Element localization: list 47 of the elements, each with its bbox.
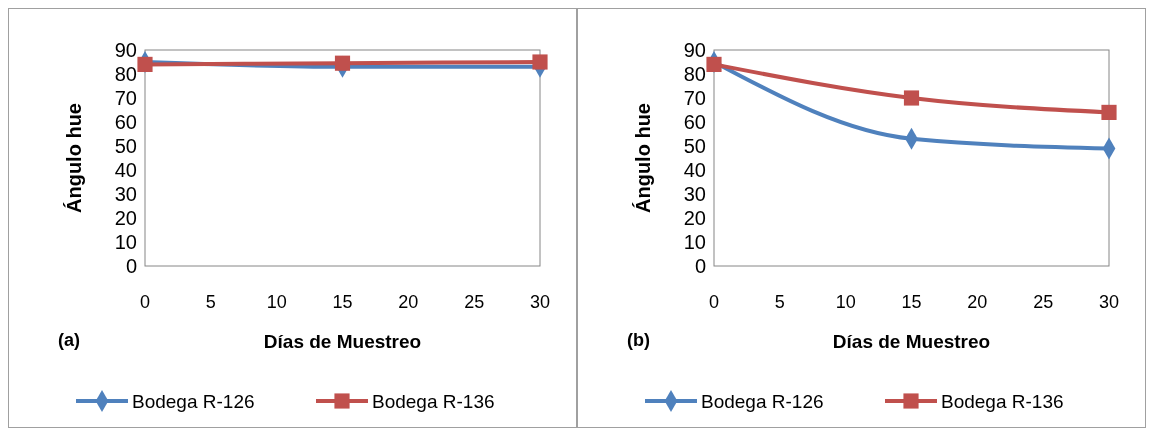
legend-label: Bodega R-136	[372, 390, 495, 412]
x-axis-title: Días de Muestreo	[832, 331, 991, 352]
y-tick-label: 10	[114, 231, 137, 253]
y-tick-label: 70	[114, 87, 137, 109]
y-tick-label: 90	[683, 39, 706, 61]
y-tick-label: 50	[114, 135, 137, 157]
legend-label: Bodega R-126	[132, 390, 255, 412]
y-tick-label: 20	[114, 207, 137, 229]
y-tick-label: 70	[683, 87, 706, 109]
x-tick-label: 10	[266, 292, 287, 312]
x-tick-label: 0	[139, 292, 151, 312]
y-tick-label: 40	[683, 159, 706, 181]
legend-label: Bodega R-136	[941, 390, 1064, 412]
text: (b)	[627, 330, 650, 350]
y-tick-label: 10	[683, 231, 706, 253]
y-tick-label: 80	[114, 63, 137, 85]
y-tick-label: 0	[125, 255, 137, 277]
y-tick-label: 60	[114, 111, 137, 133]
x-tick-label: 5	[205, 292, 216, 312]
x-tick-label: 15	[901, 292, 922, 312]
y-tick-label: 80	[683, 63, 706, 85]
x-axis-title: Días de Muestreo	[263, 331, 422, 352]
x-tick-label: 30	[1098, 292, 1120, 312]
x-tick-label: 25	[1033, 292, 1054, 312]
x-tick-label: 25	[464, 292, 485, 312]
x-tick-label: 0	[708, 292, 720, 312]
y-tick-label: 30	[683, 183, 706, 205]
x-tick-label: 30	[529, 292, 551, 312]
y-tick-label: 40	[114, 159, 137, 181]
x-tick-label: 20	[398, 292, 419, 312]
y-tick-label: 60	[683, 111, 706, 133]
point	[706, 56, 722, 72]
y-tick-label: 30	[114, 183, 137, 205]
x-tick-label: 10	[835, 292, 856, 312]
point	[1101, 104, 1117, 120]
y-tick-label: 50	[683, 135, 706, 157]
text: (a)	[58, 330, 80, 350]
y-tick-label: 0	[694, 255, 706, 277]
legend-label: Bodega R-126	[701, 390, 824, 412]
x-tick-label: 5	[774, 292, 785, 312]
y-axis-title: Ángulo hue	[63, 103, 85, 213]
y-tick-label: 90	[114, 39, 137, 61]
x-tick-label: 20	[967, 292, 988, 312]
y-axis-title: Ángulo hue	[632, 103, 654, 213]
point	[903, 90, 920, 106]
x-tick-label: 15	[332, 292, 353, 312]
y-tick-label: 20	[683, 207, 706, 229]
